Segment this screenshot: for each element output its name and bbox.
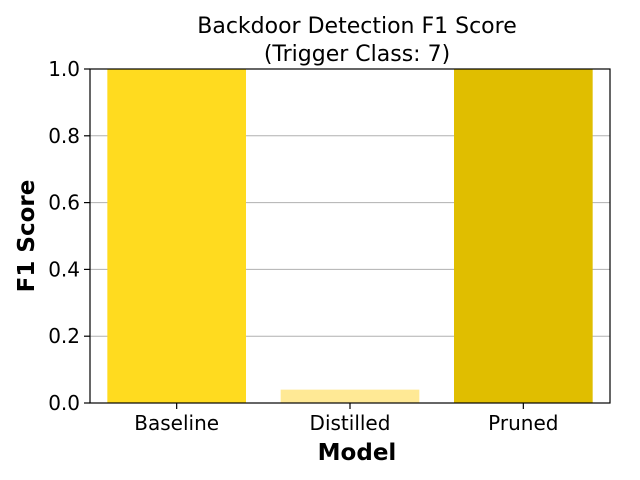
y-tick-label: 0.0 <box>48 391 80 415</box>
y-tick-label: 0.2 <box>48 324 80 348</box>
bars <box>107 69 593 403</box>
x-axis-label: Model <box>318 440 397 466</box>
x-tick-label: Distilled <box>310 411 391 435</box>
bar-pruned <box>454 69 593 403</box>
x-tick-label: Baseline <box>134 411 219 435</box>
y-tick-label: 0.6 <box>48 191 80 215</box>
x-tick-label: Pruned <box>488 411 558 435</box>
chart-title-line1: Backdoor Detection F1 Score <box>197 14 516 39</box>
y-axis-label: F1 Score <box>14 180 40 293</box>
x-axis-ticks: Baseline Distilled Pruned <box>134 403 558 435</box>
y-tick-label: 0.4 <box>48 257 80 281</box>
y-tick-label: 0.8 <box>48 124 80 148</box>
y-axis-ticks: 0.0 0.2 0.4 0.6 0.8 1.0 <box>48 57 90 415</box>
bar-baseline <box>107 69 246 403</box>
chart-title-line2: (Trigger Class: 7) <box>264 42 450 67</box>
chart-title: Backdoor Detection F1 Score (Trigger Cla… <box>197 14 516 67</box>
bar-distilled <box>280 389 420 403</box>
y-tick-label: 1.0 <box>48 57 80 81</box>
